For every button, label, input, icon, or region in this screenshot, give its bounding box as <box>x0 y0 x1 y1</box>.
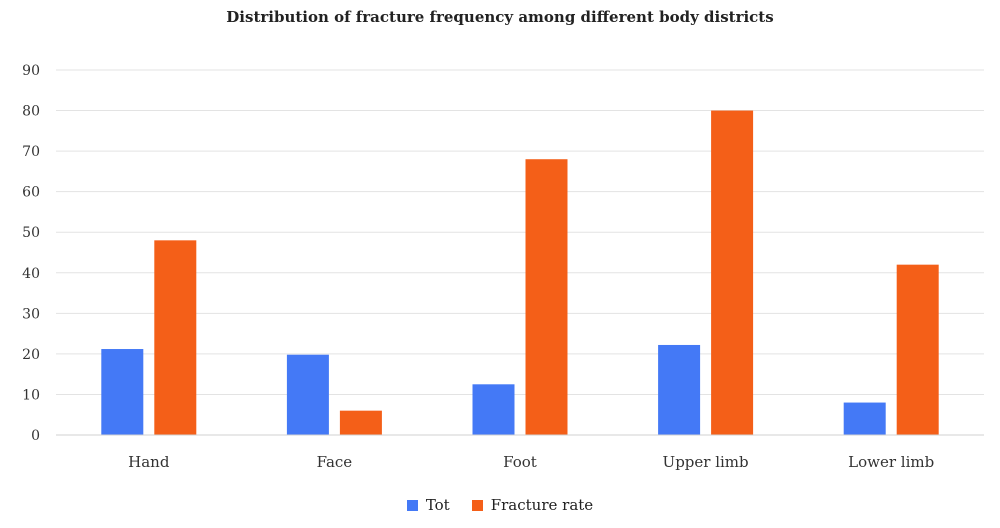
x-axis-labels: Hand Face Foot Upper limb Lower limb <box>128 453 934 471</box>
y-tick-label: 90 <box>22 63 40 79</box>
y-tick-label: 30 <box>22 306 40 322</box>
bar-tot-foot <box>472 384 515 435</box>
y-axis-ticks: 0 10 20 30 40 50 60 70 80 90 <box>22 63 40 444</box>
legend-item-fracture-rate: Fracture rate <box>471 496 594 514</box>
bar-fracture-rate-upper-limb <box>711 110 754 436</box>
y-tick-label: 50 <box>22 225 40 241</box>
legend-label-tot: Tot <box>425 496 450 514</box>
legend: Tot Fracture rate <box>0 496 1000 514</box>
legend-label-fracture-rate: Fracture rate <box>490 496 594 514</box>
bar-fracture-rate-hand <box>154 240 197 435</box>
x-tick-label: Lower limb <box>848 453 934 471</box>
bar-tot-lower-limb <box>843 402 886 435</box>
y-tick-label: 0 <box>31 428 40 444</box>
x-tick-label: Face <box>317 453 353 471</box>
chart-title: Distribution of fracture frequency among… <box>226 8 774 26</box>
bar-fracture-rate-face <box>339 410 382 435</box>
x-tick-label: Foot <box>503 453 537 471</box>
y-tick-label: 70 <box>22 144 40 160</box>
bar-tot-upper-limb <box>658 344 701 435</box>
bar-fracture-rate-foot <box>525 159 568 435</box>
y-tick-label: 40 <box>22 266 40 282</box>
legend-swatch-fracture-rate <box>471 499 483 511</box>
y-tick-label: 60 <box>22 185 40 201</box>
legend-swatch-tot <box>406 499 418 511</box>
y-tick-label: 20 <box>22 347 40 363</box>
bar-tot-face <box>286 354 329 435</box>
legend-item-tot: Tot <box>406 496 450 514</box>
x-tick-label: Hand <box>128 453 170 471</box>
y-tick-label: 10 <box>22 387 40 403</box>
gridlines <box>56 69 984 395</box>
x-tick-label: Upper limb <box>663 453 749 471</box>
bar-tot-hand <box>101 349 144 435</box>
y-tick-label: 80 <box>22 104 40 120</box>
bars <box>101 110 939 436</box>
bar-fracture-rate-lower-limb <box>896 264 939 435</box>
